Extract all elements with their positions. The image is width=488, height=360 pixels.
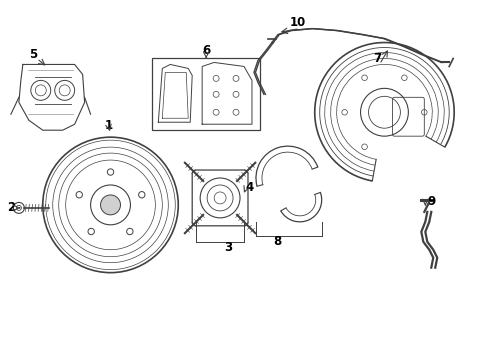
Text: 1: 1 [104, 119, 112, 132]
Bar [152, 58, 260, 130]
Text: 5: 5 [29, 48, 37, 61]
Text: 8: 8 [273, 235, 282, 248]
Circle shape [101, 195, 120, 215]
Text: 4: 4 [245, 181, 254, 194]
Text: 9: 9 [427, 195, 434, 208]
FancyBboxPatch shape [192, 170, 247, 226]
Text: 3: 3 [224, 241, 232, 254]
Text: 2: 2 [7, 201, 15, 215]
Text: 6: 6 [202, 44, 210, 57]
Text: 10: 10 [289, 16, 305, 29]
Text: 7: 7 [373, 52, 381, 65]
